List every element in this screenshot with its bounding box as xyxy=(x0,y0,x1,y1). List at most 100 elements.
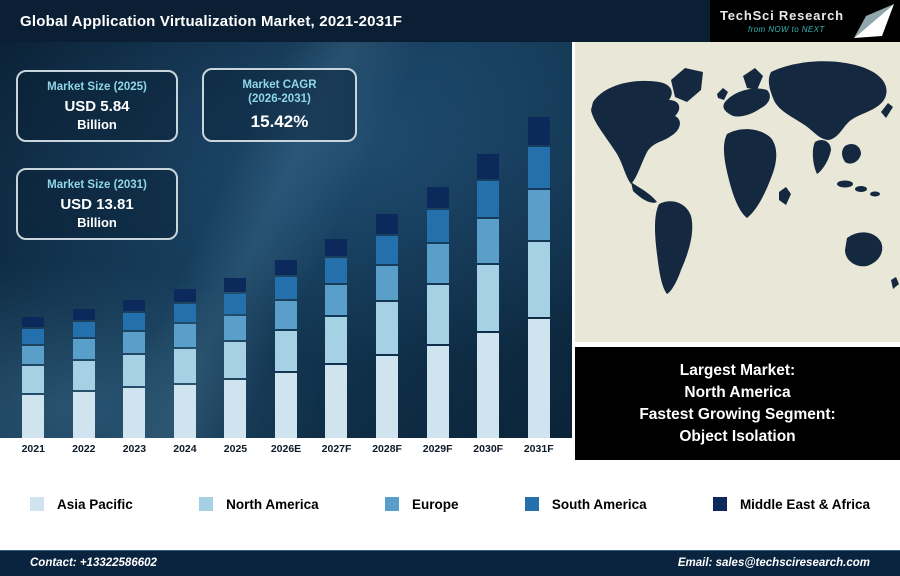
bar-segment-asia-pacific xyxy=(22,395,45,438)
bar-segment-middle-east-africa xyxy=(375,214,398,234)
bar-segment-europe xyxy=(375,265,398,301)
bar-segment-middle-east-africa xyxy=(123,299,146,312)
note-gap xyxy=(575,342,900,347)
bar-2027F xyxy=(325,238,348,438)
chart-panel: Market Size (2025) USD 5.84 Billion Mark… xyxy=(0,42,572,460)
bar-segment-europe xyxy=(477,218,500,264)
bar-segment-south-america xyxy=(426,210,449,242)
bar-segment-north-america xyxy=(72,360,95,390)
legend-item-middle-east-africa: Middle East & Africa xyxy=(712,496,870,512)
footer-contact: Contact: +13322586602 xyxy=(30,557,157,569)
legend-label: North America xyxy=(226,496,319,512)
bar-segment-europe xyxy=(72,339,95,359)
header-bar: Global Application Virtualization Market… xyxy=(0,0,900,42)
x-label-2030F: 2030F xyxy=(473,443,504,455)
bar-2023 xyxy=(123,299,146,438)
note-fastest-segment-label: Fastest Growing Segment: xyxy=(639,405,836,423)
bar-segment-north-america xyxy=(325,317,348,364)
chart-area: Market Size (2025) USD 5.84 Billion Mark… xyxy=(0,42,572,438)
world-map xyxy=(575,42,900,342)
stat-value: USD 13.81 xyxy=(60,196,134,214)
bar-segment-north-america xyxy=(274,330,297,372)
bar-2029F xyxy=(426,186,449,438)
x-label-2028F: 2028F xyxy=(372,443,402,455)
bar-segment-south-america xyxy=(527,147,550,188)
stacked-bar-chart xyxy=(8,42,564,438)
bar-2026E xyxy=(274,259,297,438)
bar-2028F xyxy=(375,214,398,438)
bar-segment-middle-east-africa xyxy=(22,317,45,328)
chart-legend: Asia Pacific North America Europe South Ame… xyxy=(0,460,900,548)
stat-label: Market Size (2031) xyxy=(47,179,147,191)
legend-label: Europe xyxy=(411,496,459,512)
stat-label: Market CAGR xyxy=(242,79,317,91)
bar-2021 xyxy=(22,317,45,438)
bar-segment-asia-pacific xyxy=(224,380,247,438)
bar-segment-middle-east-africa xyxy=(325,238,348,257)
stat-unit: Billion xyxy=(77,215,117,231)
legend-label: Middle East & Africa xyxy=(739,496,870,512)
logo-arrow-icon xyxy=(854,4,894,38)
market-note-box: Largest Market: North America Fastest Gr… xyxy=(575,347,900,460)
bar-2025 xyxy=(224,278,247,438)
bar-segment-north-america xyxy=(527,242,550,317)
page-title: Global Application Virtualization Market… xyxy=(20,12,403,30)
bar-segment-asia-pacific xyxy=(72,392,95,438)
bar-segment-asia-pacific xyxy=(123,388,146,438)
bar-segment-europe xyxy=(22,346,45,365)
bar-2022 xyxy=(72,308,95,438)
bar-segment-middle-east-africa xyxy=(274,259,297,276)
bar-segment-asia-pacific xyxy=(325,365,348,438)
note-fastest-segment-value: Object Isolation xyxy=(679,427,796,445)
bar-segment-middle-east-africa xyxy=(173,289,196,302)
stat-card-market-size-2031: Market Size (2031) USD 13.81 Billion xyxy=(16,168,178,241)
bar-segment-middle-east-africa xyxy=(426,186,449,209)
bar-segment-north-america xyxy=(224,341,247,379)
bar-segment-south-america xyxy=(173,303,196,323)
bar-segment-europe xyxy=(173,324,196,347)
bar-segment-south-america xyxy=(72,321,95,338)
bar-segment-europe xyxy=(325,284,348,316)
bar-segment-middle-east-africa xyxy=(72,308,95,320)
content-row: Market Size (2025) USD 5.84 Billion Mark… xyxy=(0,42,900,460)
legend-label: Asia Pacific xyxy=(57,496,133,512)
legend-label: South America xyxy=(551,496,647,512)
techsci-logo: TechSci Research from NOW to NEXT xyxy=(710,0,900,42)
legend-item-north-america: North America xyxy=(199,497,319,512)
bar-segment-asia-pacific xyxy=(173,384,196,438)
legend-swatch xyxy=(384,497,399,511)
bar-segment-asia-pacific xyxy=(274,373,297,438)
stat-unit: Billion xyxy=(77,117,117,133)
legend-item-europe: Europe xyxy=(384,496,459,512)
bar-2031F xyxy=(527,117,550,438)
legend-swatch xyxy=(30,497,44,511)
bar-segment-north-america xyxy=(375,302,398,355)
bar-segment-north-america xyxy=(173,348,196,383)
stat-value: 15.42% xyxy=(250,111,309,131)
bar-2030F xyxy=(477,154,500,438)
bar-segment-europe xyxy=(426,244,449,283)
bar-segment-asia-pacific xyxy=(477,333,500,438)
stat-card-market-cagr: Market CAGR (2026-2031) 15.42% xyxy=(202,68,357,142)
note-largest-market-label: Largest Market: xyxy=(679,361,796,379)
bar-segment-south-america xyxy=(224,293,247,314)
bar-segment-asia-pacific xyxy=(527,319,550,438)
bar-segment-europe xyxy=(123,332,146,353)
bar-segment-south-america xyxy=(477,181,500,217)
footer-bar: Contact: +13322586602 Email: sales@techs… xyxy=(0,548,900,576)
bar-segment-south-america xyxy=(274,277,297,300)
bar-segment-north-america xyxy=(22,366,45,394)
note-largest-market-value: North America xyxy=(684,383,791,401)
bar-segment-north-america xyxy=(426,285,449,344)
bar-segment-middle-east-africa xyxy=(477,154,500,180)
bar-segment-south-america xyxy=(123,313,146,331)
x-label-2021: 2021 xyxy=(21,443,45,455)
footer-email: Email: sales@techsciresearch.com xyxy=(677,557,870,569)
logo-brand-text: TechSci Research xyxy=(720,8,844,23)
x-label-2022: 2022 xyxy=(72,443,96,455)
bar-segment-middle-east-africa xyxy=(224,278,247,292)
bar-segment-north-america xyxy=(477,265,500,332)
logo-tagline-text: from NOW to NEXT xyxy=(748,25,825,34)
right-column: Largest Market: North America Fastest Gr… xyxy=(572,42,900,460)
x-label-2023: 2023 xyxy=(122,443,147,455)
